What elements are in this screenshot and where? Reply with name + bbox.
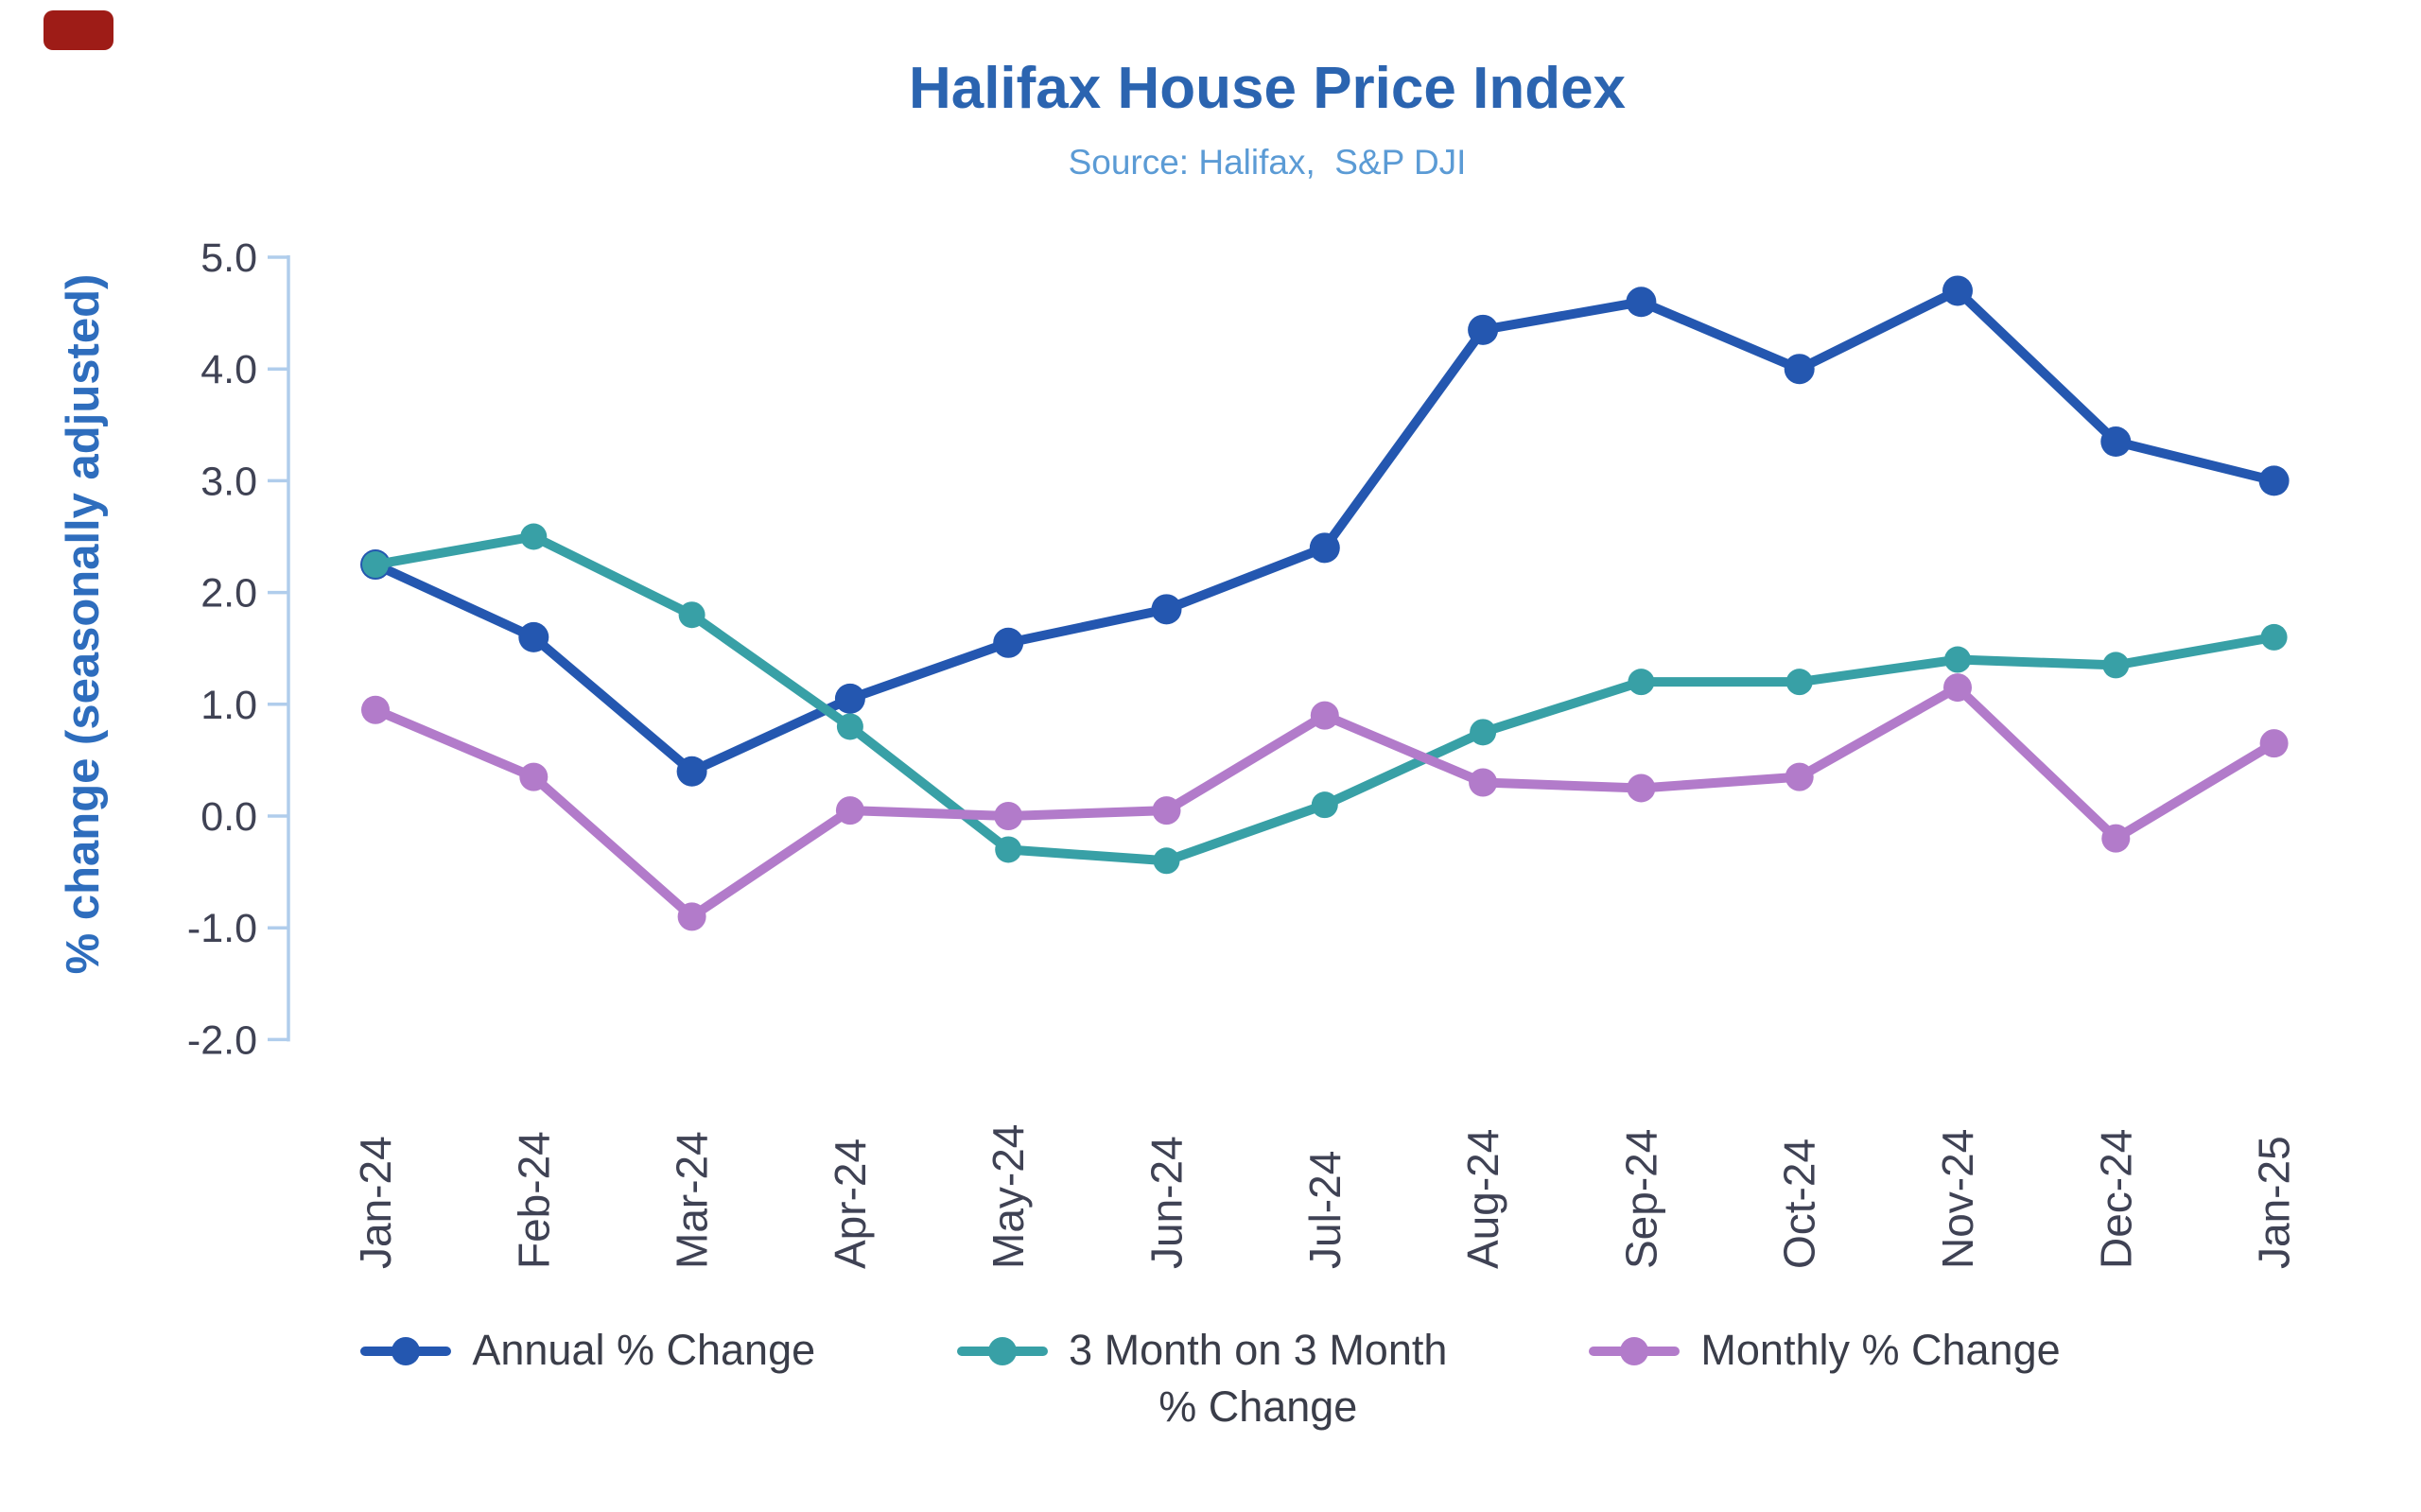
legend-label: Monthly % Change bbox=[1700, 1326, 2061, 1374]
series-marker-annual-change bbox=[1309, 532, 1340, 564]
series-marker-monthly-change bbox=[2101, 824, 2131, 853]
series-marker-3-month-on-3-month-change bbox=[1785, 669, 1813, 696]
y-tick-label: -2.0 bbox=[187, 1017, 257, 1063]
series-marker-monthly-change bbox=[519, 762, 549, 791]
y-tick-label: 4.0 bbox=[200, 347, 257, 392]
series-marker-3-month-on-3-month-change bbox=[1944, 646, 1971, 673]
series-marker-annual-change bbox=[1626, 287, 1657, 318]
x-tick-label: Sep-24 bbox=[1616, 1129, 1665, 1269]
x-tick-label: Aug-24 bbox=[1458, 1129, 1507, 1269]
legend-item-monthly: Monthly % Change bbox=[1589, 1322, 2061, 1381]
series-marker-monthly-change bbox=[1310, 701, 1339, 730]
legend-line-dot-icon bbox=[1589, 1322, 1681, 1381]
x-tick-label: Jan-25 bbox=[2250, 1136, 2299, 1269]
legend-label: 3 Month on 3 Month % Change bbox=[1069, 1326, 1448, 1431]
series-marker-3-month-on-3-month-change bbox=[1470, 719, 1497, 746]
x-tick-label: Jul-24 bbox=[1300, 1151, 1350, 1269]
series-marker-3-month-on-3-month-change bbox=[836, 713, 863, 740]
y-tick-label: -1.0 bbox=[187, 906, 257, 951]
x-tick-label: Oct-24 bbox=[1775, 1138, 1824, 1269]
series-marker-annual-change bbox=[1942, 275, 1973, 306]
series-marker-annual-change bbox=[518, 621, 549, 652]
y-tick-label: 5.0 bbox=[200, 235, 257, 281]
legend-label: Annual % Change bbox=[472, 1326, 816, 1374]
series-marker-monthly-change bbox=[994, 802, 1023, 830]
x-tick-label: Nov-24 bbox=[1933, 1129, 1982, 1269]
series-marker-annual-change bbox=[2100, 426, 2132, 458]
series-marker-monthly-change bbox=[1943, 673, 1972, 703]
x-tick-label: May-24 bbox=[984, 1124, 1033, 1269]
legend-line-dot-icon bbox=[957, 1322, 1049, 1381]
series-marker-annual-change bbox=[993, 627, 1024, 658]
series-marker-annual-change bbox=[1784, 354, 1815, 385]
series-marker-annual-change bbox=[1151, 594, 1182, 625]
series-marker-monthly-change bbox=[361, 695, 390, 724]
series-marker-annual-change bbox=[2258, 465, 2290, 496]
y-tick-label: 2.0 bbox=[200, 571, 257, 617]
x-tick-label: Jun-24 bbox=[1142, 1136, 1192, 1269]
y-tick-label: 1.0 bbox=[200, 683, 257, 728]
red-corner-marker bbox=[44, 10, 113, 50]
series-marker-annual-change bbox=[1468, 314, 1499, 345]
series-marker-3-month-on-3-month-change bbox=[995, 836, 1022, 863]
series-marker-3-month-on-3-month-change bbox=[1628, 669, 1655, 696]
legend-item-three-month: 3 Month on 3 Month % Change bbox=[957, 1322, 1447, 1435]
legend-line-dot-icon bbox=[360, 1322, 452, 1381]
chart-header: Halifax House Price Index Source: Halifa… bbox=[28, 55, 2421, 182]
x-tick-label: Jan-24 bbox=[351, 1136, 400, 1269]
series-marker-3-month-on-3-month-change bbox=[2102, 652, 2130, 679]
series-marker-3-month-on-3-month-change bbox=[678, 601, 705, 629]
series-marker-3-month-on-3-month-change bbox=[2260, 623, 2288, 651]
series-marker-3-month-on-3-month-change bbox=[1153, 847, 1180, 875]
series-marker-monthly-change bbox=[1627, 773, 1656, 803]
series-marker-3-month-on-3-month-change bbox=[1311, 791, 1338, 819]
series-marker-monthly-change bbox=[677, 902, 706, 931]
legend-item-annual: Annual % Change bbox=[360, 1322, 815, 1381]
series-marker-monthly-change bbox=[2259, 729, 2289, 758]
series-marker-3-month-on-3-month-change bbox=[362, 551, 389, 579]
series-marker-monthly-change bbox=[1785, 762, 1814, 791]
series-marker-monthly-change bbox=[835, 796, 864, 826]
x-tick-label: Dec-24 bbox=[2091, 1129, 2140, 1269]
y-tick-label: 3.0 bbox=[200, 459, 257, 504]
x-tick-label: Feb-24 bbox=[509, 1131, 558, 1269]
series-marker-monthly-change bbox=[1152, 796, 1181, 826]
series-marker-monthly-change bbox=[1469, 768, 1498, 797]
chart-subtitle: Source: Halifax, S&P DJI bbox=[1068, 143, 1467, 182]
y-tick-label: 0.0 bbox=[200, 794, 257, 840]
series-line-annual-change bbox=[371, 286, 2279, 776]
x-tick-label: Apr-24 bbox=[826, 1138, 875, 1269]
x-tick-label: Mar-24 bbox=[668, 1131, 717, 1269]
series-marker-annual-change bbox=[676, 756, 707, 787]
series-marker-annual-change bbox=[834, 683, 865, 714]
legend: Annual % Change 3 Month on 3 Month % Chan… bbox=[0, 1322, 2421, 1435]
series-marker-3-month-on-3-month-change bbox=[520, 523, 548, 550]
chart-title: Halifax House Price Index bbox=[908, 56, 1627, 121]
